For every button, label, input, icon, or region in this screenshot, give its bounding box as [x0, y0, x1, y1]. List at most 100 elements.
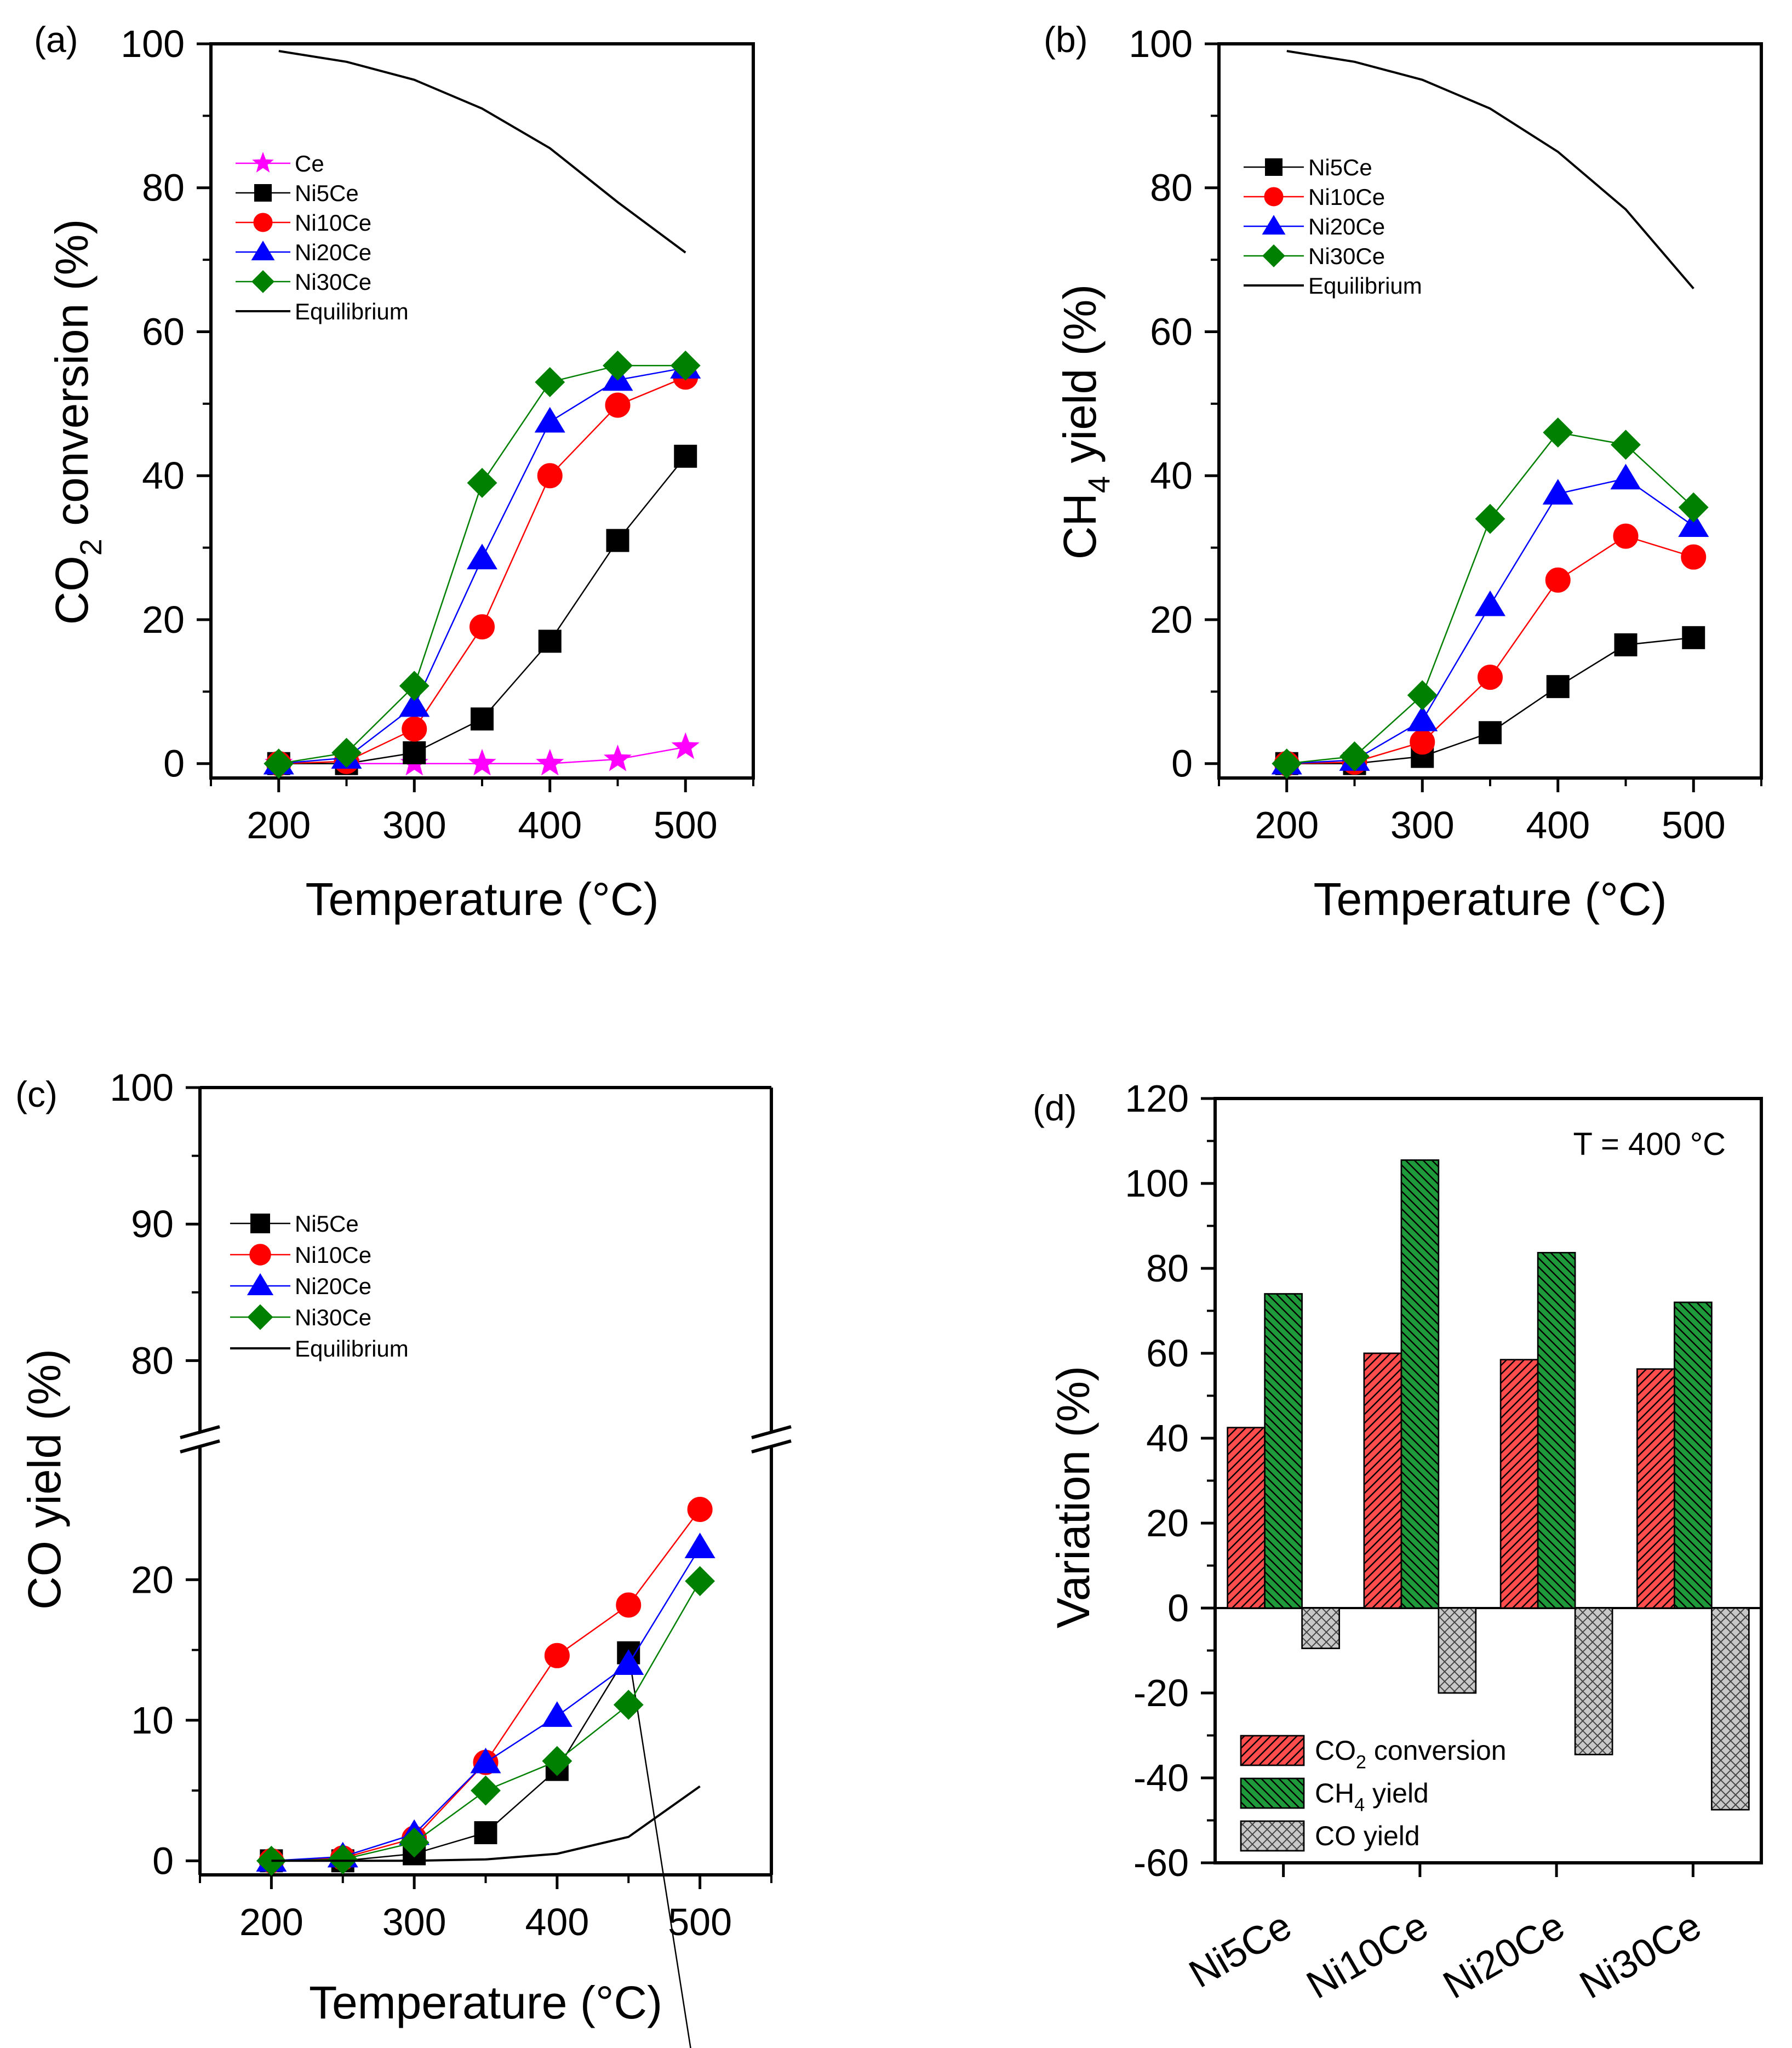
panel-c-break-mark-0-a: [180, 1425, 220, 1439]
panel-d-legend-swatch-hatch-ch4-yield: [1240, 1777, 1305, 1809]
panel-c-break-mark-1-a: [751, 1425, 792, 1439]
panel-c: (c) Ni5Ce Ni10Ce Ni20Ce Ni30Ce Equilibrium 2…: [15, 1066, 792, 2048]
panel-b-series-ni30ce: [1272, 417, 1709, 779]
panel-b-series-ni5ce: [1275, 626, 1705, 775]
panel-a-series-equilibrium: [278, 50, 686, 254]
panel-a-point-ni20ce-400: [534, 407, 565, 433]
panel-b-xlabel: Temperature (°C): [1313, 873, 1667, 925]
panel-c-legend-label-ni20ce: Ni20Ce: [295, 1273, 371, 1299]
panel-c-label: (c): [15, 1074, 58, 1114]
panel-a-line-equilibrium: [278, 50, 686, 254]
panel-d-bar-hatch-co-yield-ni20ce: [1574, 1607, 1613, 1755]
panel-b-point-ni10ce-300: [1410, 729, 1435, 755]
panel-b-legend-label-ni20ce: Ni20Ce: [1308, 214, 1385, 239]
panel-a-xtick-label-500: 500: [654, 804, 718, 846]
panel-d-legend-label-co-yield: CO yield: [1315, 1821, 1420, 1851]
panel-a-ytick-label-40: 40: [142, 454, 185, 497]
panel-b-ytick-label-20: 20: [1150, 598, 1193, 641]
panel-c-point-ni30ce-250: [328, 1844, 358, 1875]
panel-c-legend-marker-ni20ce: [247, 1273, 274, 1295]
panel-c-plot: 200 300 400 500 0 10 20 80 90 100 Temperature (°C)…: [19, 1066, 792, 2048]
panel-b-legend-label-ni5ce: Ni5Ce: [1308, 155, 1372, 180]
panel-a-legend-marker-ni10ce: [253, 213, 273, 232]
panel-c-point-ni20ce-500: [684, 1532, 715, 1559]
panel-d-legend-label-ch4-yield: CH4 yield: [1315, 1778, 1429, 1815]
panel-a-ytick-label-100: 100: [121, 22, 185, 65]
panel-c-point-ni10ce-450: [616, 1592, 642, 1618]
panel-c-point-ni30ce-500: [685, 1566, 715, 1597]
panel-d-plot: -60 -40 -20 0 20 40 60 80 100 120 Variation (%) Ni5…: [1047, 1077, 1763, 2007]
panel-d-legend: CO2 conversion CH4 yield CO yield: [1240, 1735, 1507, 1852]
panel-a-xtick-label-200: 200: [247, 804, 311, 846]
panel-c-xtick-label-300: 300: [382, 1901, 446, 1943]
panel-b-plot: 200 300 400 500 0 20 40 60 80 100 Temperature (°C)…: [1054, 22, 1763, 925]
panel-a-point-ni5ce-500: [674, 444, 697, 468]
panel-b-point-ni20ce-350: [1474, 590, 1506, 616]
panel-a-point-ni30ce-350: [467, 467, 497, 498]
panel-c-point-ni30ce-350: [471, 1775, 501, 1806]
panel-b-ytick-label-80: 80: [1150, 167, 1193, 209]
panel-b-point-ni5ce-400: [1546, 675, 1570, 699]
panel-a-label: (a): [34, 19, 78, 60]
panel-a-legend-label-equilibrium: Equilibrium: [295, 299, 409, 324]
panel-d-ytick-label-100: 100: [1125, 1162, 1189, 1205]
panel-b-point-ni20ce-500: [1678, 511, 1709, 537]
panel-d-bar-hatch-co-yield-ni5ce: [1301, 1607, 1340, 1649]
panel-d-bar-hatch-ch4-yield-ni5ce: [1264, 1293, 1303, 1609]
panel-c-line-ni30ce: [271, 1581, 701, 1862]
panel-d-bar-hatch-ch4-yield-ni10ce: [1400, 1159, 1440, 1609]
panel-a-point-ce-450: [603, 744, 632, 771]
panel-b: (b) Ni5Ce Ni10Ce Ni20Ce Ni30Ce Equilibrium 2…: [1044, 19, 1763, 925]
panel-c-point-ni30ce-400: [542, 1746, 572, 1776]
panel-c-xtick-label-500: 500: [668, 1901, 732, 1943]
panel-b-legend: Ni5Ce Ni10Ce Ni20Ce Ni30Ce Equilibrium: [1244, 155, 1422, 299]
panel-c-ylabel: CO yield (%): [19, 1349, 70, 1610]
panel-a-point-ni20ce-300: [399, 691, 430, 717]
panel-c-line-equilibrium: [271, 1785, 701, 1862]
panel-c-ytick-label-20: 20: [131, 1558, 174, 1601]
panel-c-ytick-label-80: 80: [131, 1339, 174, 1382]
panel-d-ytick-label-40: 40: [1146, 1417, 1189, 1460]
panel-a-xtick-label-400: 400: [518, 804, 582, 846]
panel-a-point-ni5ce-450: [606, 529, 629, 552]
panel-a-point-ni30ce-250: [331, 737, 362, 768]
panel-c-break-mark-1-b: [751, 1439, 792, 1454]
panel-b-ylabel: CH4 yield (%): [1054, 284, 1116, 560]
panel-c-legend-label-ni10ce: Ni10Ce: [295, 1242, 371, 1268]
panel-d-legend-label-co2-conversion: CO2 conversion: [1315, 1735, 1507, 1772]
panel-c-point-ni20ce-450: [613, 1649, 644, 1675]
panel-a-legend-marker-ce: [252, 152, 274, 173]
panel-b-legend-marker-ni5ce: [1265, 158, 1283, 176]
panel-d-ytick-label--60: -60: [1133, 1841, 1189, 1884]
panel-d-legend-swatch-hatch-co-yield: [1240, 1820, 1305, 1852]
panel-b-point-ni10ce-450: [1613, 523, 1639, 549]
panel-a-plot: 200 300 400 500 0 20 40 60 80 100 Temperature (°C)…: [46, 22, 755, 925]
panel-a-legend-label-ni5ce: Ni5Ce: [295, 180, 359, 206]
panel-b-point-ni20ce-450: [1610, 464, 1641, 490]
panel-a-point-ni30ce-500: [670, 350, 701, 381]
panel-c-legend-marker-ni5ce: [250, 1214, 270, 1233]
panel-d-bar-hatch-co-yield-ni10ce: [1438, 1607, 1477, 1694]
panel-b-legend-marker-ni30ce: [1262, 244, 1285, 267]
panel-b-point-ni20ce-300: [1407, 705, 1438, 731]
panel-a-point-ni5ce-350: [471, 707, 494, 731]
panel-a-xtick-label-300: 300: [382, 804, 446, 846]
panel-c-legend-label-ni30ce: Ni30Ce: [295, 1305, 371, 1330]
panel-a-legend-label-ni20ce: Ni20Ce: [295, 239, 371, 265]
panel-a-point-ni10ce-300: [402, 716, 427, 742]
panel-a-point-ni30ce-300: [399, 671, 430, 701]
panel-c-series-ni20ce: [256, 1532, 715, 1872]
panel-b-xtick-label-200: 200: [1255, 804, 1319, 846]
panel-b-point-ni30ce-300: [1407, 680, 1438, 711]
panel-a-point-ni10ce-350: [470, 614, 495, 640]
panel-c-series-ni10ce: [259, 1497, 713, 1874]
panel-a-point-ni30ce-400: [535, 367, 565, 397]
panel-b-legend-label-equilibrium: Equilibrium: [1308, 273, 1422, 299]
panel-d-bar-hatch-co2-conversion-ni30ce: [1636, 1368, 1675, 1609]
panel-b-line-equilibrium: [1286, 50, 1694, 290]
panel-a-point-ce-500: [671, 732, 700, 759]
panel-a-legend-marker-ni20ce: [251, 241, 275, 261]
panel-c-point-ni10ce-400: [544, 1643, 570, 1668]
